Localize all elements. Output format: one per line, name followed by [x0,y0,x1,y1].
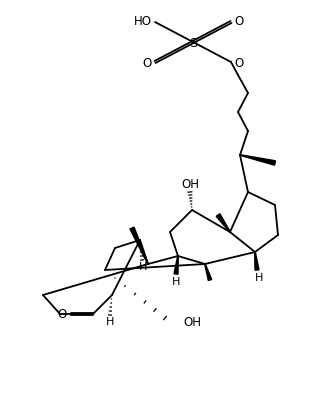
Text: O: O [234,57,243,70]
Text: H: H [172,277,180,287]
Polygon shape [216,214,230,232]
Text: H: H [255,273,263,283]
Text: O: O [58,308,67,320]
Polygon shape [174,256,178,274]
Polygon shape [255,252,259,270]
Text: S: S [189,36,197,50]
Text: O: O [234,15,243,27]
Polygon shape [205,264,212,280]
Polygon shape [130,227,148,264]
Polygon shape [240,155,276,165]
Text: H: H [139,262,147,272]
Text: OH: OH [181,177,199,190]
Text: H: H [106,317,114,327]
Text: HO: HO [134,15,152,27]
Text: OH: OH [183,316,201,329]
Text: O: O [143,57,152,70]
